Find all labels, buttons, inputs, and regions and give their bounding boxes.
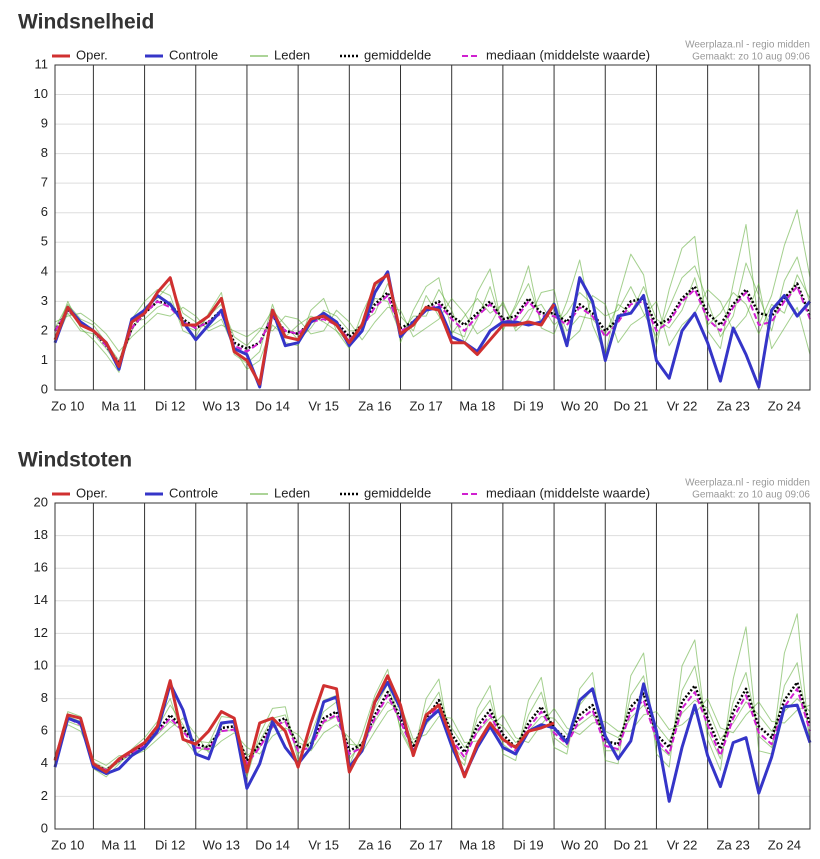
series-line — [54, 285, 811, 365]
legend-label: mediaan (middelste waarde) — [486, 47, 650, 62]
x-tick-label: Di 19 — [513, 837, 543, 852]
x-tick-label: Zo 17 — [409, 837, 442, 852]
chart-title: Windstoten — [18, 449, 132, 472]
member-line — [54, 256, 811, 370]
y-tick-label: 8 — [41, 690, 48, 705]
member-line — [54, 209, 811, 373]
legend-label: gemiddelde — [364, 47, 431, 62]
x-tick-label: Di 12 — [155, 398, 185, 413]
x-tick-label: Vr 22 — [667, 398, 698, 413]
legend-label: Controle — [169, 47, 218, 62]
x-tick-label: Zo 24 — [768, 837, 801, 852]
y-tick-label: 5 — [41, 234, 48, 249]
x-tick-label: Za 16 — [358, 837, 391, 852]
y-tick-label: 16 — [34, 560, 48, 575]
y-tick-label: 0 — [41, 381, 48, 396]
x-tick-label: Zo 10 — [51, 837, 84, 852]
legend-label: gemiddelde — [364, 485, 431, 500]
x-tick-label: Ma 18 — [459, 837, 495, 852]
y-tick-label: 6 — [41, 204, 48, 219]
x-tick-label: Do 21 — [613, 398, 648, 413]
y-tick-label: 11 — [35, 56, 49, 71]
x-tick-label: Ma 11 — [101, 398, 136, 413]
legend-label: mediaan (middelste waarde) — [486, 485, 650, 500]
x-tick-label: Ma 18 — [459, 398, 495, 413]
x-tick-label: Vr 15 — [308, 398, 339, 413]
y-tick-label: 4 — [41, 755, 48, 770]
y-tick-label: 4 — [41, 263, 48, 278]
x-tick-label: Ma 11 — [101, 837, 136, 852]
y-tick-label: 14 — [34, 592, 48, 607]
y-tick-label: 7 — [41, 175, 48, 190]
x-tick-label: Za 16 — [358, 398, 391, 413]
x-tick-label: Vr 15 — [308, 837, 339, 852]
plot-frame — [54, 502, 811, 830]
legend-label: Leden — [274, 485, 310, 500]
series-line — [53, 680, 812, 803]
y-tick-label: 1 — [41, 352, 48, 367]
y-tick-label: 2 — [41, 788, 48, 803]
legend-label: Oper. — [76, 485, 108, 500]
x-tick-label: Do 14 — [255, 837, 290, 852]
y-tick-label: 3 — [41, 293, 48, 308]
y-tick-label: 9 — [41, 116, 48, 131]
x-tick-label: Zo 10 — [51, 398, 84, 413]
plot-frame — [54, 64, 811, 391]
y-tick-label: 10 — [34, 86, 48, 101]
x-tick-label: Do 21 — [613, 837, 648, 852]
x-tick-label: Di 19 — [513, 398, 543, 413]
x-tick-label: Vr 22 — [667, 837, 698, 852]
x-tick-label: Wo 20 — [561, 398, 598, 413]
series-line — [53, 270, 812, 389]
legend-label: Oper. — [76, 47, 108, 62]
made: Gemaakt: zo 10 aug 09:06 — [692, 490, 810, 501]
x-tick-label: Zo 24 — [768, 398, 801, 413]
x-tick-label: Zo 17 — [409, 398, 442, 413]
y-tick-label: 20 — [34, 494, 48, 509]
made: Gemaakt: zo 10 aug 09:06 — [692, 52, 810, 63]
y-tick-label: 6 — [41, 723, 48, 738]
y-tick-label: 18 — [34, 527, 48, 542]
legend-label: Controle — [169, 485, 218, 500]
x-tick-label: Di 12 — [155, 837, 185, 852]
member-line — [54, 698, 811, 766]
x-tick-label: Do 14 — [255, 398, 290, 413]
series-line — [53, 273, 556, 386]
y-tick-label: 0 — [41, 820, 48, 835]
y-tick-label: 12 — [34, 625, 48, 640]
x-tick-label: Za 23 — [717, 837, 750, 852]
chart-title: Windsnelheid — [18, 11, 154, 34]
y-tick-label: 8 — [41, 145, 48, 160]
legend-label: Leden — [274, 47, 310, 62]
x-tick-label: Wo 13 — [203, 398, 240, 413]
series-line — [53, 282, 812, 365]
x-tick-label: Za 23 — [717, 398, 750, 413]
x-tick-label: Wo 20 — [561, 837, 598, 852]
y-tick-label: 10 — [34, 657, 48, 672]
series-line — [53, 674, 555, 779]
x-tick-label: Wo 13 — [203, 837, 240, 852]
member-line — [54, 662, 811, 773]
source: Weerplaza.nl - regio midden — [685, 478, 810, 489]
y-tick-label: 2 — [41, 322, 48, 337]
source: Weerplaza.nl - regio midden — [685, 40, 810, 51]
